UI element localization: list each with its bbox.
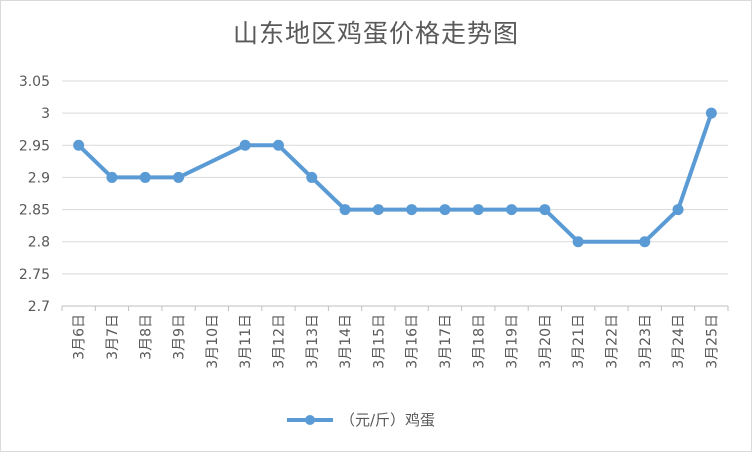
data-point [572, 236, 584, 248]
series-line [76, 111, 714, 244]
x-tick-label: 3月16日 [405, 314, 421, 369]
x-tick-label: 3月7日 [105, 314, 121, 360]
x-tick-label: 3月19日 [505, 314, 521, 369]
data-point [106, 171, 118, 183]
x-tick-label: 3月10日 [205, 314, 221, 369]
x-tick-label: 3月6日 [72, 314, 88, 360]
data-point [173, 171, 185, 183]
data-point [306, 171, 318, 183]
x-tick-label: 3月14日 [338, 314, 354, 369]
data-point [139, 171, 151, 183]
gridlines [62, 80, 728, 307]
x-tick-label: 3月13日 [305, 314, 321, 369]
x-axis: 3月6日 3月7日 3月8日 3月9日 3月10日 3月11日 3月12日 3月13日 3月14… [61, 305, 729, 369]
y-tick-label: 2.85 [19, 203, 50, 219]
data-point [439, 204, 451, 216]
data-point [472, 204, 484, 216]
y-tick-label: 2.75 [19, 267, 50, 283]
legend-label: （元/斤）鸡蛋 [340, 411, 435, 429]
x-tick-label: 3月17日 [438, 314, 454, 369]
x-tick-label: 3月20日 [538, 314, 554, 369]
x-tick-label: 3月15日 [371, 314, 387, 369]
y-tick-label: 2.8 [28, 235, 50, 251]
chart-title: 山东地区鸡蛋价格走势图 [232, 19, 519, 48]
y-tick-label: 2.7 [28, 299, 50, 315]
x-tick-label: 3月8日 [138, 314, 154, 360]
y-tick-label: 3.05 [19, 74, 50, 90]
x-tick-label: 3月21日 [571, 314, 587, 369]
y-axis-ticks: 2.7 2.75 2.8 2.85 2.9 2.95 3 3.05 [19, 74, 50, 315]
series-layer [73, 107, 717, 248]
x-tick-label: 3月12日 [271, 314, 287, 369]
y-tick-label: 2.95 [19, 138, 50, 154]
data-point [406, 204, 418, 216]
data-point [639, 236, 651, 248]
data-point [73, 139, 85, 151]
data-point [672, 204, 684, 216]
x-tick-label: 3月25日 [704, 314, 720, 369]
x-tick-label: 3月9日 [172, 314, 188, 360]
data-point [372, 204, 384, 216]
y-tick-label: 3 [41, 106, 50, 122]
data-point [272, 139, 284, 151]
y-tick-label: 2.9 [28, 170, 50, 186]
data-point [705, 107, 717, 119]
x-tick-label: 3月22日 [604, 314, 620, 369]
legend: （元/斤）鸡蛋 [287, 411, 435, 429]
data-point [239, 139, 251, 151]
x-tick-label: 3月11日 [238, 314, 254, 369]
data-point [539, 204, 551, 216]
data-point [506, 204, 518, 216]
data-point [339, 204, 351, 216]
x-tick-label: 3月18日 [471, 314, 487, 369]
x-tick-label: 3月24日 [671, 314, 687, 369]
legend-marker-swatch [305, 415, 315, 425]
x-tick-label: 3月23日 [638, 314, 654, 369]
